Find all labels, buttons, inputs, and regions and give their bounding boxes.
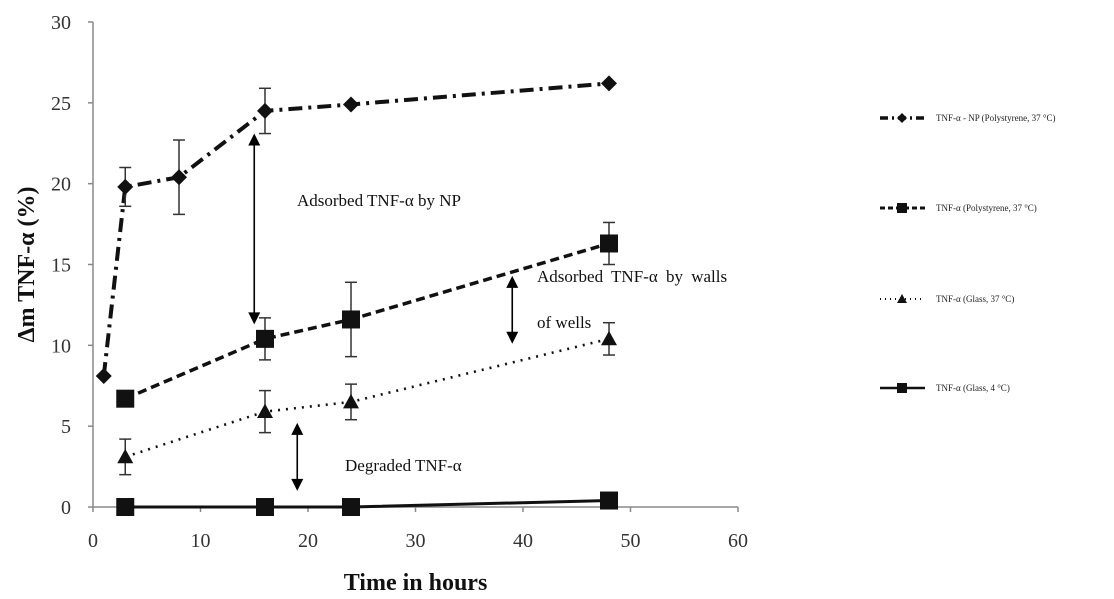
data-point-series-3 [256,498,274,516]
x-tick-label: 10 [191,530,211,552]
legend-label-1: TNF-α (Polystyrene, 37 °C) [936,203,1037,213]
y-tick-label: 30 [51,12,71,34]
x-tick-label: 0 [88,530,98,552]
data-point-series-2 [601,330,617,346]
x-tick-label: 30 [406,530,426,552]
data-point-series-3 [342,498,360,516]
arrow-walls-head-bottom [506,331,519,344]
legend-label-0: TNF-α - NP (Polystyrene, 37 °C) [936,113,1055,123]
legend-label-3: TNF-α (Glass, 4 °C) [936,383,1010,393]
data-point-series-2 [117,448,134,464]
data-point-series-1 [600,234,618,253]
data-point-series-3 [600,491,618,510]
legend-marker-0 [897,113,907,123]
data-point-series-2 [343,393,359,409]
y-tick-label: 25 [51,93,71,115]
x-axis-label: Time in hours [344,570,488,596]
x-tick-label: 40 [513,530,533,552]
data-point-series-0 [343,96,359,113]
data-point-series-0 [117,178,134,195]
data-point-series-1 [116,389,135,408]
arrow-degraded-head-bottom [291,478,304,491]
legend-marker-1 [897,203,907,213]
y-tick-label: 0 [61,497,71,519]
y-axis-label: Δm TNF-α (%) [14,187,40,343]
y-tick-label: 20 [51,174,71,196]
arrow-np-head-bottom [248,312,261,325]
data-point-series-0 [95,368,112,385]
arrow-np-head-top [248,133,261,146]
data-point-series-3 [116,498,135,516]
data-point-series-1 [342,310,360,329]
data-point-series-0 [257,102,273,119]
series-line-0 [101,81,610,377]
annotation-walls-line2: of wells [537,313,591,332]
y-tick-label: 5 [61,416,71,438]
x-tick-label: 50 [621,530,641,552]
x-tick-label: 60 [728,530,748,552]
annotation-degraded: Degraded TNF-α [345,456,462,475]
annotation-np: Adsorbed TNF-α by NP [297,191,461,210]
x-tick-label: 20 [298,530,318,552]
y-tick-label: 15 [51,255,71,277]
arrow-degraded-head-top [291,422,304,435]
legend-marker-3 [897,383,907,393]
series-line-3 [125,499,610,509]
series-line-1 [124,241,610,401]
series-line-2 [124,337,610,459]
data-point-series-0 [171,169,187,186]
data-point-series-1 [256,329,274,348]
data-point-series-0 [601,75,617,92]
annotation-walls: Adsorbed TNF-α by walls [537,267,727,286]
arrow-walls-head-top [506,275,519,288]
legend-label-2: TNF-α (Glass, 37 °C) [936,294,1014,304]
data-point-series-2 [257,403,273,419]
y-tick-label: 10 [51,335,71,357]
legend-marker-2 [897,294,907,303]
